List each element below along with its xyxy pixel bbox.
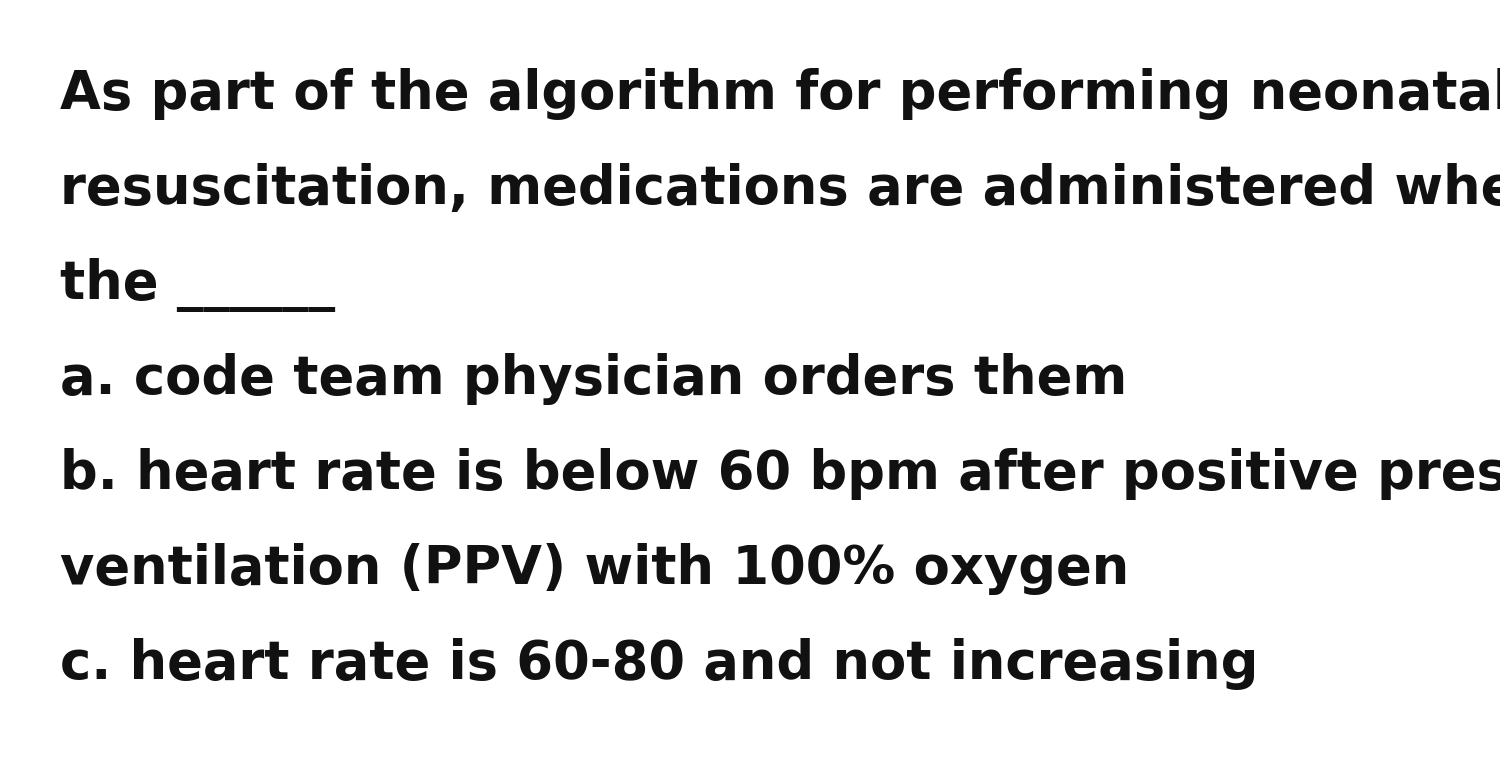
- Text: As part of the algorithm for performing neonatal: As part of the algorithm for performing …: [60, 68, 1500, 120]
- Text: a. code team physician orders them: a. code team physician orders them: [60, 353, 1128, 405]
- Text: resuscitation, medications are administered when: resuscitation, medications are administe…: [60, 163, 1500, 215]
- Text: c. heart rate is 60-80 and not increasing: c. heart rate is 60-80 and not increasin…: [60, 638, 1258, 690]
- Text: the ______: the ______: [60, 258, 334, 312]
- Text: ventilation (PPV) with 100% oxygen: ventilation (PPV) with 100% oxygen: [60, 543, 1130, 595]
- Text: b. heart rate is below 60 bpm after positive pressure: b. heart rate is below 60 bpm after posi…: [60, 448, 1500, 500]
